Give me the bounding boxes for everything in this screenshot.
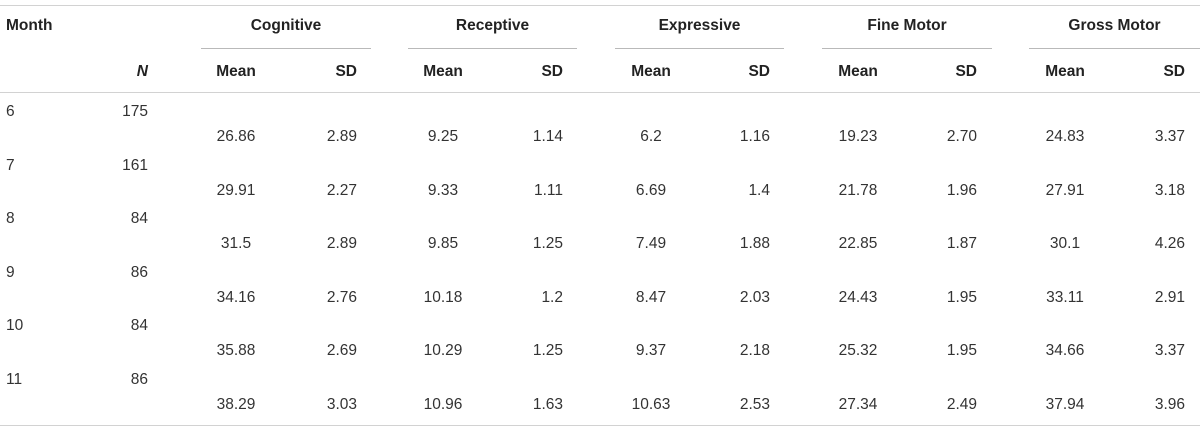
cell-mean-cognitive: 29.91 [216,181,256,199]
sub-header-sd-receptive: SD [541,63,563,80]
table-row-month: 10 [6,317,24,334]
cell-sd-cognitive: 2.89 [326,235,357,252]
sub-header-mean-cognitive: Mean [216,63,256,80]
group-header-cognitive: Cognitive [250,17,322,34]
cell-mean-gross-motor: 37.94 [1045,395,1085,413]
cell-mean-cognitive: 26.86 [216,128,256,145]
table-row-month: 6 [6,103,15,120]
group-rule-expressive [615,48,784,49]
cell-sd-expressive: 2.18 [739,342,770,359]
group-rule-receptive [408,48,577,49]
n-column-header: N [136,63,148,80]
cell-mean-cognitive: 38.29 [216,395,256,413]
table-bottom-rule [0,425,1200,426]
sub-header-mean-fine-motor: Mean [838,63,878,80]
cell-mean-fine-motor: 27.34 [838,395,878,413]
table-row-month: 11 [6,370,23,388]
table-row-n: 84 [130,317,148,334]
table-row-n: 161 [122,156,148,174]
cell-mean-receptive: 9.85 [427,235,459,252]
cell-sd-receptive: 1.11 [533,181,563,199]
group-header-expressive: Expressive [658,17,741,34]
cell-mean-expressive: 6.2 [640,128,662,145]
cell-sd-gross-motor: 3.37 [1154,342,1185,359]
cell-sd-cognitive: 2.69 [326,342,357,359]
cell-mean-gross-motor: 24.83 [1045,128,1085,145]
table-top-rule [0,5,1200,6]
cell-mean-fine-motor: 24.43 [838,288,878,306]
group-header-gross-motor: Gross Motor [1068,17,1161,34]
table-row-month: 9 [6,263,15,281]
cell-sd-receptive: 1.25 [532,235,563,252]
cell-mean-receptive: 10.29 [423,342,463,359]
cell-sd-gross-motor: 3.96 [1154,395,1185,413]
cell-sd-fine-motor: 1.95 [946,342,977,359]
group-rule-cognitive [201,48,371,49]
cell-mean-fine-motor: 21.78 [838,181,878,199]
cell-mean-gross-motor: 33.11 [1046,288,1084,306]
cell-sd-receptive: 1.14 [532,128,563,145]
cell-mean-cognitive: 34.16 [216,288,256,306]
cell-sd-fine-motor: 1.95 [946,288,977,306]
cell-sd-expressive: 1.4 [748,181,770,199]
cell-sd-cognitive: 2.89 [326,128,357,145]
cell-mean-receptive: 9.25 [427,128,459,145]
cell-mean-gross-motor: 30.1 [1049,235,1081,252]
cell-sd-fine-motor: 2.70 [946,128,977,145]
cell-sd-receptive: 1.63 [532,395,563,413]
cell-sd-expressive: 2.03 [739,288,770,306]
group-header-receptive: Receptive [455,17,530,34]
cell-sd-gross-motor: 4.26 [1154,235,1185,252]
cell-mean-receptive: 10.18 [423,288,463,306]
table-row-month: 8 [6,210,15,227]
cell-sd-gross-motor: 3.18 [1154,181,1185,199]
cell-mean-cognitive: 35.88 [216,342,256,359]
sub-header-mean-gross-motor: Mean [1045,63,1085,80]
table-row-n: 175 [122,103,148,120]
sub-header-sd-gross-motor: SD [1163,63,1185,80]
table-row-month: 7 [6,156,15,174]
cell-sd-cognitive: 3.03 [326,395,357,413]
sub-header-mean-receptive: Mean [423,63,463,80]
table-row-n: 86 [130,263,148,281]
cell-mean-expressive: 6.69 [635,181,667,199]
group-header-fine-motor: Fine Motor [867,17,947,34]
cell-sd-cognitive: 2.76 [326,288,357,306]
sub-header-sd-fine-motor: SD [955,63,977,80]
group-rule-fine-motor [822,48,992,49]
cell-mean-fine-motor: 25.32 [838,342,878,359]
cell-mean-expressive: 10.63 [631,395,671,413]
sub-header-sd-cognitive: SD [335,63,357,80]
month-column-header: Month [6,17,53,34]
cell-sd-cognitive: 2.27 [326,181,357,199]
table-row-n: 84 [130,210,148,227]
cell-mean-receptive: 9.33 [427,181,459,199]
table-row-n: 86 [130,370,148,388]
cell-mean-fine-motor: 19.23 [838,128,878,145]
cell-mean-expressive: 7.49 [635,235,667,252]
cell-sd-gross-motor: 3.37 [1154,128,1185,145]
cell-mean-cognitive: 31.5 [220,235,252,252]
cell-sd-expressive: 2.53 [739,395,770,413]
cell-mean-receptive: 10.96 [423,395,463,413]
cell-sd-receptive: 1.2 [541,288,563,306]
cell-mean-gross-motor: 34.66 [1045,342,1085,359]
cell-sd-gross-motor: 2.91 [1154,288,1185,306]
cell-sd-expressive: 1.88 [739,235,770,252]
table-header-rule [0,92,1200,93]
sub-header-mean-expressive: Mean [631,63,671,80]
cell-sd-fine-motor: 2.49 [946,395,977,413]
cell-sd-fine-motor: 1.87 [946,235,977,252]
cell-mean-fine-motor: 22.85 [838,235,878,252]
cell-mean-gross-motor: 27.91 [1045,181,1085,199]
cell-sd-fine-motor: 1.96 [946,181,977,199]
cell-mean-expressive: 8.47 [635,288,667,306]
cell-sd-expressive: 1.16 [739,128,770,145]
sub-header-sd-expressive: SD [748,63,770,80]
cell-sd-receptive: 1.25 [532,342,563,359]
cell-mean-expressive: 9.37 [635,342,667,359]
group-rule-gross-motor [1029,48,1200,49]
